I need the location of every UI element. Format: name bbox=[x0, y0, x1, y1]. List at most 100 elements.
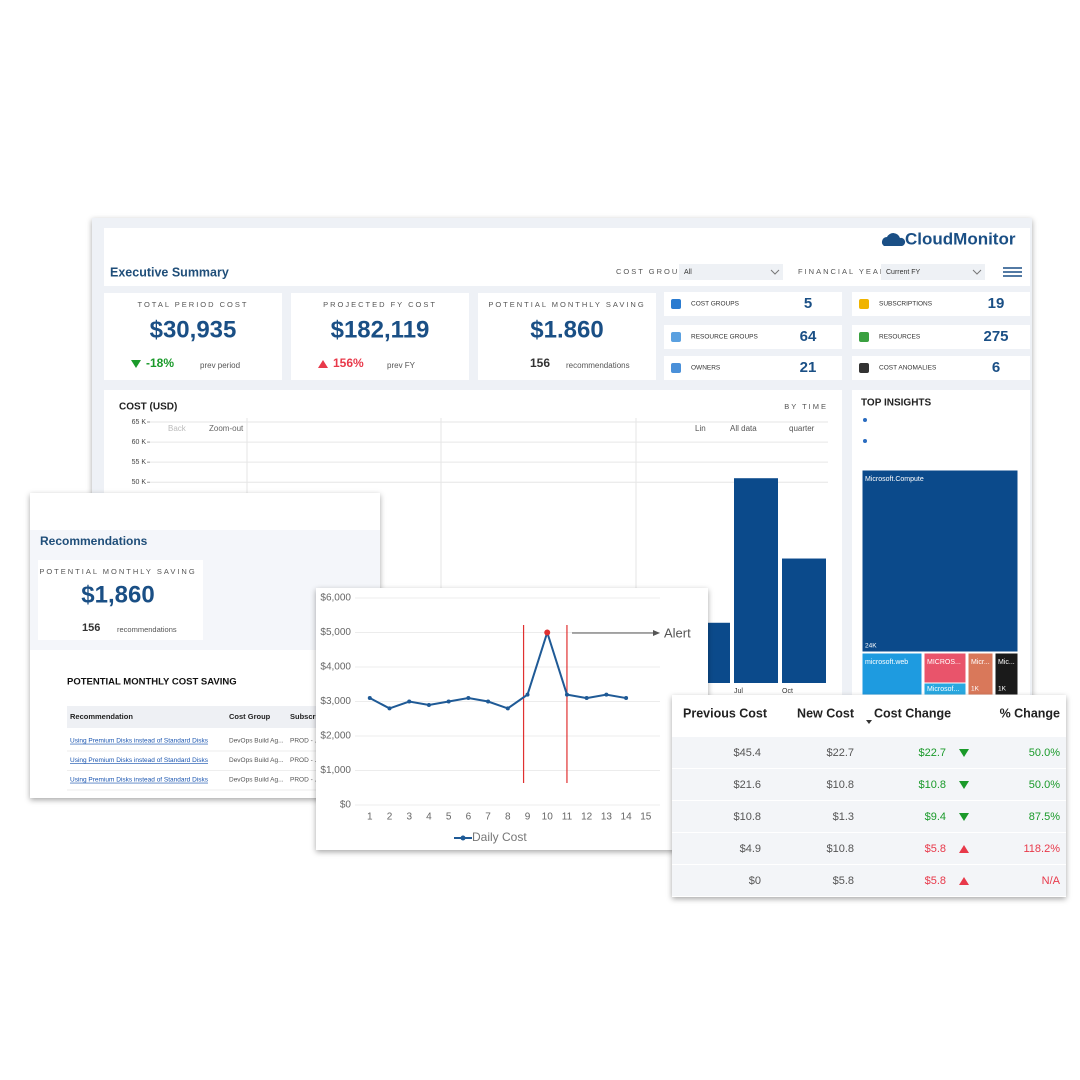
count-value: 64 bbox=[800, 328, 817, 345]
kpi-label: PROJECTED FY COST bbox=[323, 300, 437, 309]
x-tick-label: 6 bbox=[466, 812, 472, 823]
treemap-cell bbox=[967, 652, 994, 696]
insight-pin bbox=[863, 439, 867, 443]
treemap-label: MICROS... bbox=[927, 659, 961, 666]
line-chart-panel bbox=[316, 588, 708, 850]
kpi-change: 156% bbox=[333, 356, 364, 370]
table-cell: PROD - ... bbox=[290, 738, 320, 745]
x-tick-label: 8 bbox=[505, 812, 511, 823]
y-tick-label: $0 bbox=[340, 800, 352, 811]
legend-swatch bbox=[460, 835, 466, 841]
kpi-label: POTENTIAL MONTHLY SAVING bbox=[39, 567, 196, 576]
x-tick-label: 14 bbox=[621, 812, 633, 823]
chart-tool[interactable]: quarter bbox=[789, 424, 815, 433]
x-tick-label: 9 bbox=[525, 812, 531, 823]
count-label: SUBSCRIPTIONS bbox=[879, 301, 933, 308]
count-label: RESOURCES bbox=[879, 334, 921, 341]
kpi-note: recommendations bbox=[117, 625, 177, 634]
count-card bbox=[664, 292, 842, 316]
kpi-arrow bbox=[131, 360, 141, 368]
count-card bbox=[852, 325, 1030, 349]
cell-percent: 87.5% bbox=[1029, 811, 1060, 823]
cell-previous: $21.6 bbox=[733, 779, 761, 791]
y-tick-label: $2,000 bbox=[320, 731, 351, 742]
kpi-label: POTENTIAL MONTHLY SAVING bbox=[488, 300, 645, 309]
kpi-value: $1.860 bbox=[530, 316, 603, 343]
treemap-label: Mic... bbox=[998, 659, 1015, 666]
change-arrow bbox=[959, 813, 969, 821]
cell-new: $5.8 bbox=[833, 875, 854, 887]
count-icon bbox=[671, 299, 681, 309]
count-card bbox=[664, 356, 842, 380]
chart-title: COST (USD) bbox=[119, 402, 177, 413]
kpi-count: 156 bbox=[82, 622, 100, 634]
kpi-value: $182,119 bbox=[331, 316, 430, 343]
cell-percent: N/A bbox=[1042, 875, 1061, 887]
x-tick-label: Oct bbox=[782, 688, 793, 695]
column-header: Subscription bbox=[290, 712, 336, 721]
change-arrow bbox=[959, 781, 969, 789]
point bbox=[584, 696, 589, 701]
chart-tool[interactable]: All data bbox=[730, 424, 757, 433]
kpi-card bbox=[104, 293, 282, 380]
x-tick-label: 12 bbox=[581, 812, 593, 823]
kpi-note: prev period bbox=[200, 361, 240, 370]
table-cell: PROD - ... bbox=[290, 777, 320, 784]
table-row bbox=[672, 865, 1066, 896]
x-tick-label: Jul bbox=[734, 688, 743, 695]
insights-title: TOP INSIGHTS bbox=[861, 398, 932, 409]
count-icon bbox=[671, 332, 681, 342]
kpi-count: 156 bbox=[530, 356, 550, 370]
treemap-value: 1K bbox=[971, 686, 980, 693]
table-cell: DevOps Build Ag... bbox=[229, 738, 284, 745]
table-header bbox=[67, 706, 327, 728]
cell-change: $10.8 bbox=[918, 779, 946, 791]
treemap-label: Microsof... bbox=[927, 686, 959, 693]
table-row bbox=[672, 801, 1066, 832]
annotation: Alert bbox=[664, 625, 691, 640]
kpi-note: recommendations bbox=[566, 361, 630, 370]
table-cell: DevOps Build Ag... bbox=[229, 757, 284, 764]
count-label: OWNERS bbox=[691, 365, 721, 372]
point bbox=[426, 702, 431, 707]
y-tick-label: $6,000 bbox=[320, 593, 351, 604]
point bbox=[525, 692, 530, 697]
cell-new: $10.8 bbox=[826, 779, 854, 791]
filter-label: FINANCIAL YEAR bbox=[798, 267, 887, 276]
kpi-card bbox=[38, 560, 203, 640]
point bbox=[564, 692, 569, 697]
kpi-note: prev FY bbox=[387, 361, 416, 370]
count-label: COST ANOMALIES bbox=[879, 365, 937, 372]
count-value: 6 bbox=[992, 359, 1000, 376]
insight-pin bbox=[863, 418, 867, 422]
count-label: COST GROUPS bbox=[691, 301, 740, 308]
filter-select[interactable] bbox=[679, 264, 783, 280]
bar bbox=[782, 558, 826, 683]
cell-previous: $0 bbox=[749, 875, 761, 887]
x-tick-label: 1 bbox=[367, 812, 373, 823]
count-icon bbox=[671, 363, 681, 373]
table-cell: PROD - ... bbox=[290, 757, 320, 764]
kpi-value: $30,935 bbox=[150, 316, 237, 343]
cell-previous: $4.9 bbox=[740, 843, 761, 855]
point bbox=[446, 699, 451, 704]
y-tick-label: $4,000 bbox=[320, 662, 351, 673]
table-row bbox=[672, 769, 1066, 800]
filter-select[interactable] bbox=[881, 264, 985, 280]
cell-change: $22.7 bbox=[918, 747, 946, 759]
chart-tool[interactable]: Lin bbox=[695, 424, 706, 433]
chart-tool[interactable]: Zoom-out bbox=[209, 424, 244, 433]
count-icon bbox=[859, 299, 869, 309]
count-value: 275 bbox=[983, 328, 1008, 345]
y-tick-label: $3,000 bbox=[320, 696, 351, 707]
column-header: Cost Change bbox=[874, 706, 951, 720]
filter-label: COST GROUP bbox=[616, 267, 686, 276]
cell-previous: $10.8 bbox=[733, 811, 761, 823]
chart-tool[interactable]: Back bbox=[168, 424, 187, 433]
point bbox=[387, 706, 392, 711]
recommendation-link: Using Premium Disks instead of Standard … bbox=[70, 777, 209, 784]
cell-percent: 50.0% bbox=[1029, 779, 1060, 791]
x-tick-label: 3 bbox=[406, 812, 412, 823]
header-bar bbox=[104, 228, 1030, 286]
column-header: % Change bbox=[1000, 706, 1060, 720]
